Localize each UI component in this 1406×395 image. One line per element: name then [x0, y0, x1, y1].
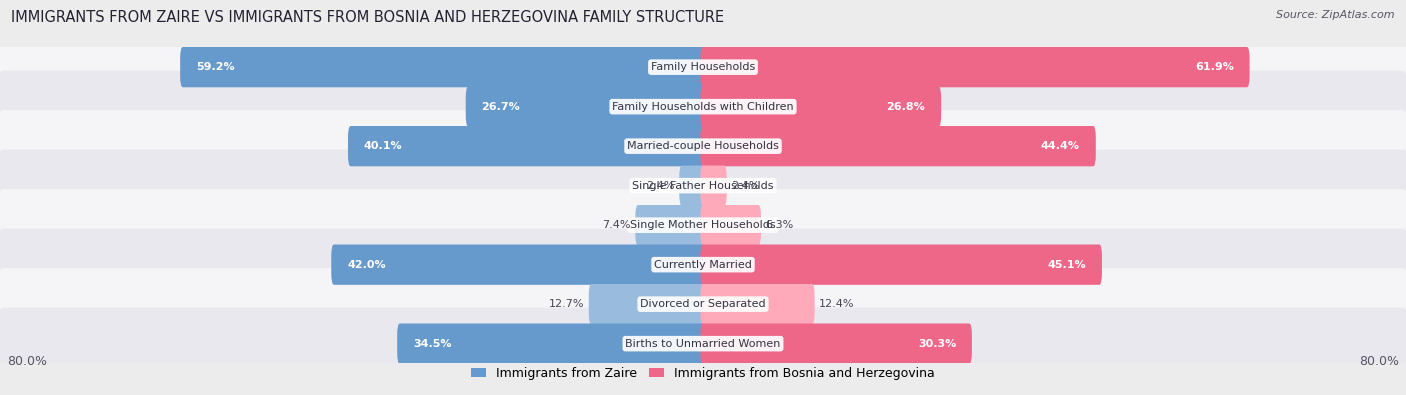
FancyBboxPatch shape: [700, 245, 1102, 285]
Text: IMMIGRANTS FROM ZAIRE VS IMMIGRANTS FROM BOSNIA AND HERZEGOVINA FAMILY STRUCTURE: IMMIGRANTS FROM ZAIRE VS IMMIGRANTS FROM…: [11, 10, 724, 25]
Text: 80.0%: 80.0%: [1360, 355, 1399, 368]
FancyBboxPatch shape: [0, 229, 1406, 301]
FancyBboxPatch shape: [589, 284, 706, 324]
FancyBboxPatch shape: [0, 31, 1406, 103]
Text: 59.2%: 59.2%: [195, 62, 235, 72]
Text: 12.7%: 12.7%: [548, 299, 585, 309]
Text: 30.3%: 30.3%: [918, 339, 956, 349]
FancyBboxPatch shape: [349, 126, 706, 166]
Text: 42.0%: 42.0%: [347, 260, 385, 270]
FancyBboxPatch shape: [679, 166, 706, 206]
Text: Single Mother Households: Single Mother Households: [630, 220, 776, 230]
Text: 26.8%: 26.8%: [887, 102, 925, 112]
Text: Births to Unmarried Women: Births to Unmarried Women: [626, 339, 780, 349]
Text: Married-couple Households: Married-couple Households: [627, 141, 779, 151]
Legend: Immigrants from Zaire, Immigrants from Bosnia and Herzegovina: Immigrants from Zaire, Immigrants from B…: [465, 362, 941, 385]
FancyBboxPatch shape: [0, 268, 1406, 340]
FancyBboxPatch shape: [180, 47, 706, 87]
FancyBboxPatch shape: [465, 87, 706, 127]
Text: 26.7%: 26.7%: [481, 102, 520, 112]
FancyBboxPatch shape: [636, 205, 706, 245]
Text: 34.5%: 34.5%: [413, 339, 451, 349]
Text: 12.4%: 12.4%: [818, 299, 855, 309]
FancyBboxPatch shape: [700, 166, 727, 206]
Text: 6.3%: 6.3%: [765, 220, 793, 230]
Text: 61.9%: 61.9%: [1195, 62, 1234, 72]
Text: 44.4%: 44.4%: [1040, 141, 1080, 151]
FancyBboxPatch shape: [0, 71, 1406, 143]
Text: Family Households: Family Households: [651, 62, 755, 72]
FancyBboxPatch shape: [0, 308, 1406, 380]
FancyBboxPatch shape: [700, 126, 1095, 166]
Text: Source: ZipAtlas.com: Source: ZipAtlas.com: [1277, 10, 1395, 20]
Text: Family Households with Children: Family Households with Children: [612, 102, 794, 112]
FancyBboxPatch shape: [700, 205, 761, 245]
FancyBboxPatch shape: [0, 150, 1406, 222]
FancyBboxPatch shape: [700, 284, 814, 324]
FancyBboxPatch shape: [0, 189, 1406, 261]
Text: Currently Married: Currently Married: [654, 260, 752, 270]
FancyBboxPatch shape: [398, 324, 706, 364]
Text: 40.1%: 40.1%: [364, 141, 402, 151]
FancyBboxPatch shape: [700, 87, 941, 127]
FancyBboxPatch shape: [0, 110, 1406, 182]
Text: Divorced or Separated: Divorced or Separated: [640, 299, 766, 309]
FancyBboxPatch shape: [700, 47, 1250, 87]
Text: 2.4%: 2.4%: [647, 181, 675, 191]
Text: 2.4%: 2.4%: [731, 181, 759, 191]
Text: 80.0%: 80.0%: [7, 355, 46, 368]
Text: Single Father Households: Single Father Households: [633, 181, 773, 191]
Text: 7.4%: 7.4%: [602, 220, 631, 230]
Text: 45.1%: 45.1%: [1047, 260, 1087, 270]
FancyBboxPatch shape: [700, 324, 972, 364]
FancyBboxPatch shape: [332, 245, 706, 285]
